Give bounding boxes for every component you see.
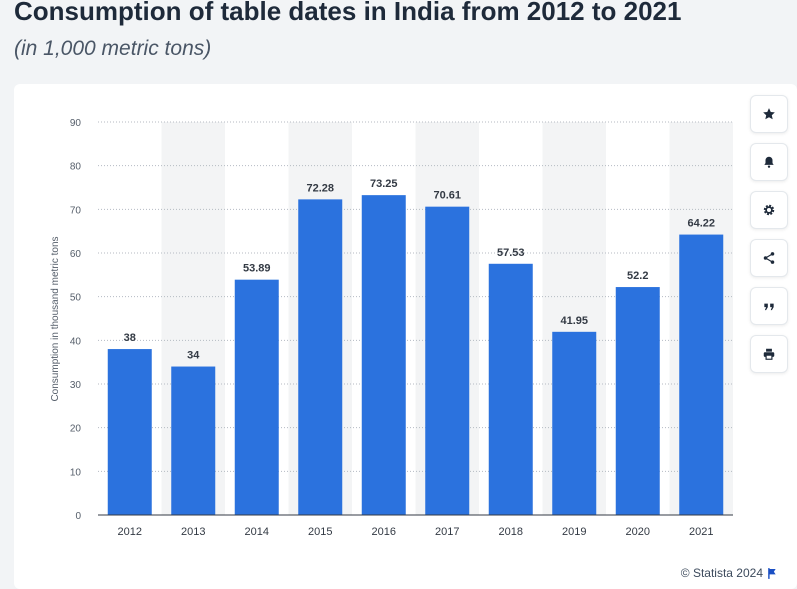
data-label: 73.25 xyxy=(370,178,398,190)
data-label: 41.95 xyxy=(560,315,588,327)
bar-2012[interactable] xyxy=(107,349,152,515)
page-subtitle: (in 1,000 metric tons) xyxy=(14,37,212,60)
x-tick-label: 2017 xyxy=(435,526,459,538)
notification-button[interactable] xyxy=(750,143,788,181)
share-icon xyxy=(763,252,775,264)
gear-icon xyxy=(763,204,775,216)
y-tick-label: 40 xyxy=(70,336,82,347)
chart-toolbar xyxy=(750,95,788,383)
bar-2013[interactable] xyxy=(171,366,216,515)
y-tick-label: 50 xyxy=(70,293,82,304)
bar-2019[interactable] xyxy=(552,331,597,515)
bar-2014[interactable] xyxy=(234,279,279,515)
data-label: 64.22 xyxy=(687,218,715,230)
y-tick-label: 20 xyxy=(70,424,82,435)
y-tick-label: 60 xyxy=(70,249,82,260)
star-icon xyxy=(763,108,775,120)
bar-2018[interactable] xyxy=(488,263,533,515)
data-label: 70.61 xyxy=(433,190,461,202)
y-tick-label: 10 xyxy=(70,467,82,478)
data-label: 38 xyxy=(124,332,136,344)
credit-text: © Statista 2024 xyxy=(680,566,763,580)
data-label: 72.28 xyxy=(306,182,334,194)
x-tick-label: 2014 xyxy=(245,526,269,538)
x-tick-label: 2021 xyxy=(689,526,713,538)
y-tick-label: 90 xyxy=(70,118,82,129)
flag-icon xyxy=(768,567,776,579)
data-label: 52.2 xyxy=(627,270,648,282)
page-title: Consumption of table dates in India from… xyxy=(14,0,682,26)
data-label: 34 xyxy=(187,350,200,362)
bell-icon xyxy=(764,156,774,168)
x-tick-label: 2019 xyxy=(562,526,586,538)
x-tick-label: 2015 xyxy=(308,526,332,538)
favorite-button[interactable] xyxy=(750,95,788,133)
bar-2020[interactable] xyxy=(615,287,660,515)
share-button[interactable] xyxy=(750,239,788,277)
print-icon xyxy=(763,348,775,360)
x-tick-label: 2012 xyxy=(118,526,142,538)
print-button[interactable] xyxy=(750,335,788,373)
y-tick-label: 80 xyxy=(70,162,82,173)
y-axis-label: Consumption in thousand metric tons xyxy=(50,236,61,401)
x-tick-label: 2013 xyxy=(181,526,205,538)
x-tick-label: 2016 xyxy=(372,526,396,538)
y-tick-label: 30 xyxy=(70,380,82,391)
data-label: 57.53 xyxy=(497,247,525,259)
bar-2021[interactable] xyxy=(679,234,724,515)
cite-button[interactable] xyxy=(750,287,788,325)
quote-icon xyxy=(764,303,774,311)
statista-credit[interactable]: © Statista 2024 xyxy=(681,566,777,580)
bar-2016[interactable] xyxy=(361,195,406,515)
data-label: 53.89 xyxy=(243,263,271,275)
x-tick-label: 2020 xyxy=(626,526,650,538)
bar-2017[interactable] xyxy=(425,206,470,515)
y-tick-label: 0 xyxy=(75,511,81,522)
settings-button[interactable] xyxy=(750,191,788,229)
bar-2015[interactable] xyxy=(298,199,343,516)
x-tick-label: 2018 xyxy=(499,526,523,538)
y-tick-label: 70 xyxy=(70,205,82,216)
